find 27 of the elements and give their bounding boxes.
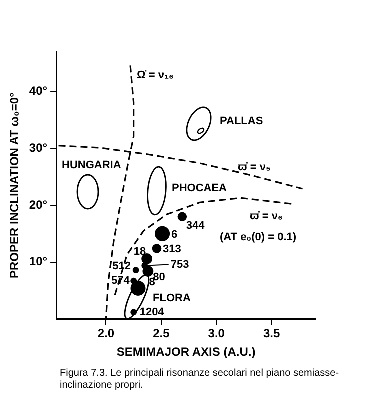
x-tick-label: 2.0: [98, 326, 115, 341]
annotation: HUNGARIA: [62, 160, 122, 172]
y-tick-label: 20°: [29, 198, 48, 212]
annotation: Ω̇ = ν₁₆: [137, 70, 174, 82]
annotation: PALLAS: [220, 116, 264, 128]
annotation: FLORA: [153, 292, 191, 306]
annotation: 6: [172, 228, 178, 241]
text: Figura 7.3. Le principali risonanze secolari nel piano semiasse-inclinazione propri.: [60, 368, 340, 392]
annotation: 512: [112, 260, 132, 272]
annotation: PHOCAEA: [172, 182, 228, 196]
x-tick-label: 2.5: [153, 326, 170, 341]
annotation: 753: [170, 258, 190, 271]
annotation: (AT e₀(0) = 0.1): [220, 232, 297, 244]
annotation: 18: [134, 246, 146, 258]
y-tick-label: 10°: [29, 254, 48, 269]
annotation: ϖ̇ = ν₅: [238, 162, 271, 174]
annotation: 8: [149, 276, 156, 289]
y-axis-title: PROPER INCLINATION AT ω₀=0°: [8, 92, 22, 279]
annotation: ϖ̇ = ν₆: [250, 210, 283, 224]
annotation: 344: [186, 220, 206, 232]
y-tick-label: 30°: [29, 140, 48, 155]
annotation: 1204: [140, 306, 166, 318]
x-tick-label: 3.0: [208, 326, 226, 341]
x-axis-title: SEMIMAJOR AXIS (A.U.): [116, 345, 256, 360]
annotation: 313: [163, 244, 182, 256]
x-tick-label: 3.5: [263, 326, 280, 341]
y-tick-label: 40°: [29, 84, 48, 98]
